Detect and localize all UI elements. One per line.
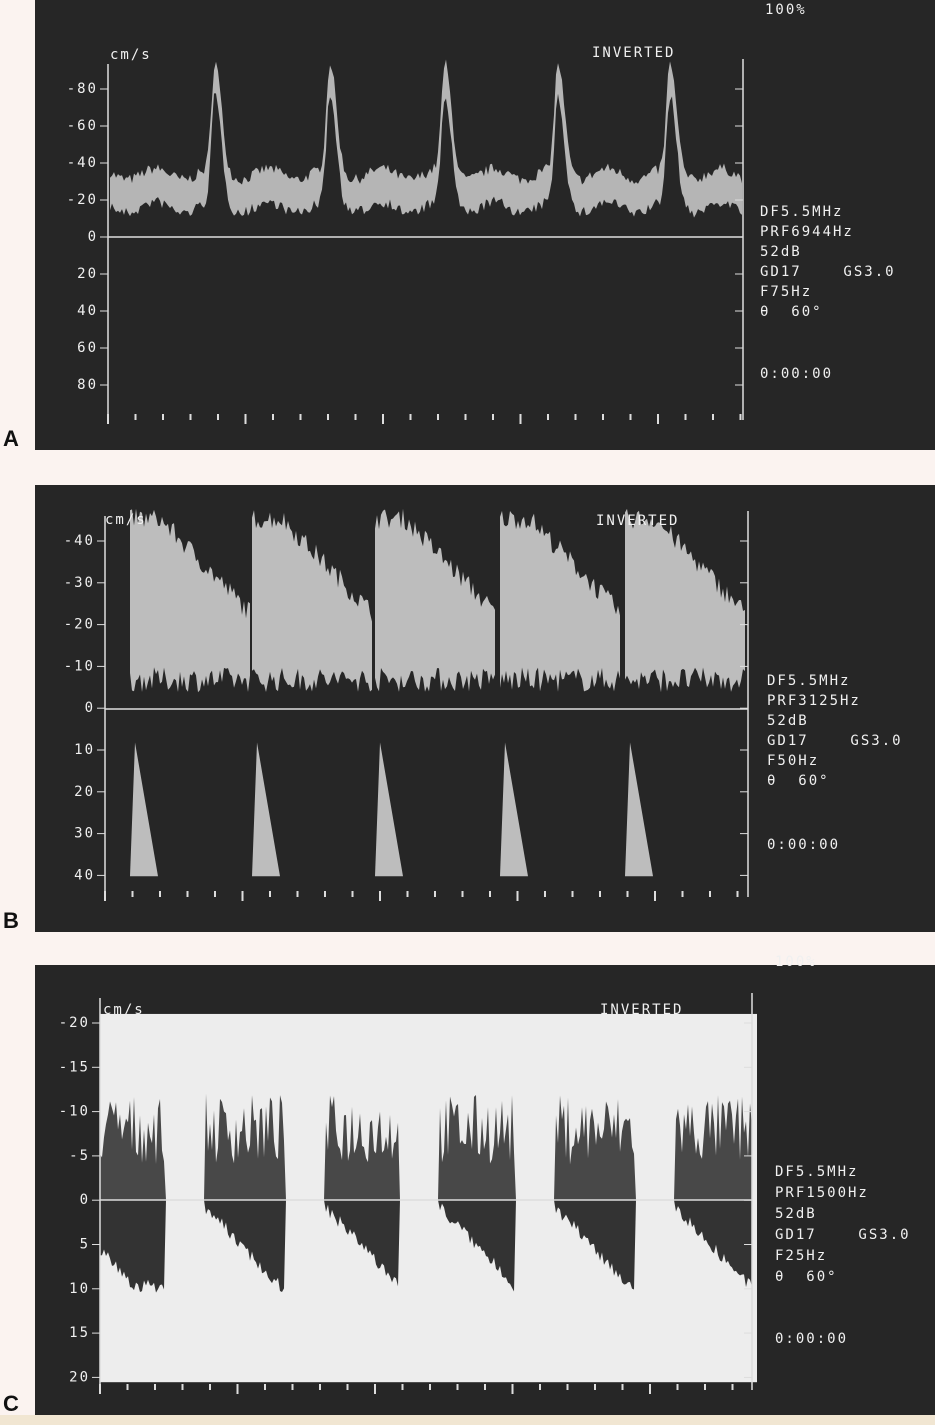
setting: PRF6944Hz: [760, 224, 854, 240]
mode-label: INVERTED: [592, 45, 675, 61]
unit-label: cm/s: [103, 1002, 145, 1018]
setting: F75Hz: [760, 284, 812, 300]
y-tick-label: 80: [77, 377, 98, 393]
y-tick-label: -15: [59, 1059, 90, 1075]
y-tick-label: 20: [69, 1369, 90, 1385]
y-tick-label: 20: [74, 784, 95, 800]
y-tick-label: -60: [67, 118, 98, 134]
setting: GD17 GS3.0: [760, 264, 896, 280]
spectrum: [130, 508, 745, 877]
setting: F25Hz: [775, 1248, 827, 1264]
setting: θ 60°: [760, 304, 823, 320]
waveform: [500, 510, 620, 692]
top-note: 100%: [775, 954, 817, 970]
y-tick-label: 5: [80, 1237, 90, 1253]
setting: DF5.5MHz: [767, 673, 850, 689]
y-tick-label: -80: [67, 81, 98, 97]
aliased-peak: [500, 742, 528, 877]
y-tick-label: 40: [77, 303, 98, 319]
setting: 52dB: [767, 713, 809, 729]
aliased-peak: [130, 742, 158, 877]
waveform: [252, 510, 372, 692]
setting: PRF3125Hz: [767, 693, 861, 709]
y-tick-label: -40: [64, 533, 95, 549]
y-tick-label: -10: [59, 1104, 90, 1120]
y-tick-label: -20: [67, 192, 98, 208]
aliased-peak: [252, 742, 280, 877]
y-tick-label: -20: [64, 617, 95, 633]
setting: F50Hz: [767, 753, 819, 769]
y-tick-label: 20: [77, 266, 98, 282]
y-tick-label: 0: [85, 700, 95, 716]
dark-region: [100, 1200, 752, 1293]
spectrum: [100, 1013, 757, 1383]
y-tick-label: 0: [80, 1192, 90, 1208]
y-tick-label: -30: [64, 575, 95, 591]
unit-label: cm/s: [105, 512, 147, 528]
y-tick-label: 0: [88, 229, 98, 245]
waveform: [625, 508, 745, 693]
y-tick-label: -20: [59, 1015, 90, 1031]
setting: θ 60°: [775, 1269, 838, 1285]
waveform: [130, 508, 250, 693]
setting: GD17 GS3.0: [767, 733, 903, 749]
mode-label: INVERTED: [596, 513, 679, 529]
y-tick-label: -40: [67, 155, 98, 171]
panel-label: A: [3, 426, 19, 451]
setting: PRF1500Hz: [775, 1185, 869, 1201]
dark-region: [100, 1093, 752, 1200]
y-tick-label: 30: [74, 826, 95, 842]
mode-label: INVERTED: [600, 1002, 683, 1018]
panel-label: C: [3, 1391, 19, 1416]
top-note: 100%: [765, 2, 807, 18]
y-tick-label: -5: [69, 1148, 90, 1164]
y-tick-label: 40: [74, 867, 95, 883]
spectrum-fill: [100, 1013, 757, 1383]
y-tick-label: -10: [64, 658, 95, 674]
panel-bg: [35, 0, 935, 450]
bottom-strip: [0, 1415, 935, 1425]
time-label: 0:00:00: [760, 366, 833, 382]
y-tick-label: 10: [74, 742, 95, 758]
spectrum: [110, 59, 742, 218]
setting: θ 60°: [767, 773, 830, 789]
waveform: [375, 508, 495, 692]
setting: DF5.5MHz: [760, 204, 843, 220]
setting: 52dB: [760, 244, 802, 260]
y-tick-label: 60: [77, 340, 98, 356]
setting: GD17 GS3.0: [775, 1227, 911, 1243]
unit-label: cm/s: [110, 47, 152, 63]
time-label: 0:00:00: [767, 837, 840, 853]
setting: 52dB: [775, 1206, 817, 1222]
aliased-peak: [625, 742, 653, 877]
aliased-peak: [375, 742, 403, 877]
waveform: [110, 59, 742, 218]
time-label: 0:00:00: [775, 1331, 848, 1347]
setting: DF5.5MHz: [775, 1164, 858, 1180]
panel-label: B: [3, 908, 19, 933]
y-tick-label: 15: [69, 1325, 90, 1341]
y-tick-label: 10: [69, 1281, 90, 1297]
